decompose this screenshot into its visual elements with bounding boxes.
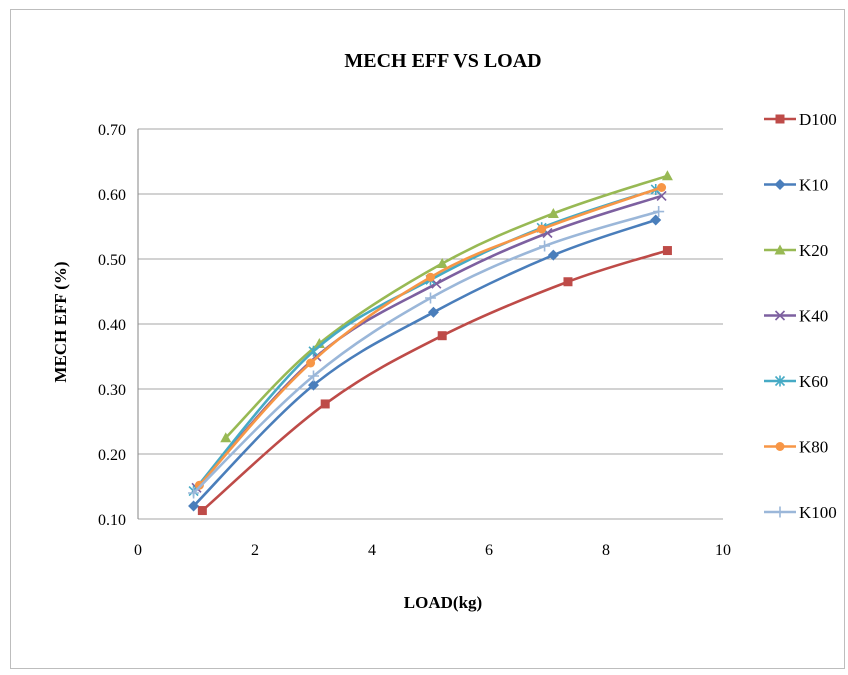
legend-marker — [775, 442, 785, 451]
chart-title: MECH EFF VS LOAD — [344, 50, 541, 72]
legend-label: K60 — [799, 372, 828, 391]
y-tick-label: 0.30 — [98, 382, 126, 399]
legend-item-k20: K20 — [764, 241, 828, 260]
data-point — [661, 170, 673, 181]
legend-marker — [774, 506, 786, 518]
legend-item-k40: K40 — [764, 307, 828, 326]
data-point — [547, 249, 559, 261]
chart-svg: 0.10 0.20 0.30 0.40 0.50 0.60 0.70 0 2 4 6 8 10 D100… — [51, 50, 837, 612]
data-point — [431, 278, 442, 289]
series-line — [201, 249, 668, 512]
legend-label: K40 — [799, 307, 828, 326]
legend-label: D100 — [799, 110, 837, 129]
data-point — [662, 246, 672, 256]
legend-label: K100 — [799, 503, 837, 522]
legend-item-k80: K80 — [764, 438, 828, 457]
legend-marker — [775, 114, 785, 124]
series-line — [192, 210, 660, 494]
x-tick-label: 4 — [368, 542, 376, 559]
legend-marker — [774, 179, 786, 190]
data-point — [220, 432, 232, 443]
legend-item-d100: D100 — [764, 110, 837, 129]
series-k80 — [194, 183, 667, 490]
data-point — [308, 379, 319, 391]
legend-marker — [774, 375, 786, 387]
data-point — [188, 500, 200, 512]
legend-marker — [774, 310, 786, 321]
legend-item-k100: K100 — [764, 503, 837, 522]
data-point — [426, 272, 435, 282]
x-axis-title: LOAD(kg) — [404, 593, 482, 612]
data-point — [308, 345, 319, 357]
series-line — [198, 186, 663, 487]
legend: D100 K10 K20 K40 K60 K80 K100 — [764, 110, 837, 522]
axes: 0.10 0.20 0.30 0.40 0.50 0.60 0.70 0 2 4 6 8 10 — [98, 122, 731, 559]
data-point — [657, 183, 667, 192]
y-tick-label: 0.20 — [98, 447, 126, 464]
data-point — [306, 358, 316, 368]
data-point — [437, 331, 447, 341]
legend-label: K10 — [799, 176, 828, 195]
data-point — [563, 277, 573, 287]
data-point — [436, 258, 448, 269]
data-point — [188, 487, 200, 499]
series-d100 — [197, 246, 672, 516]
series-k20 — [220, 170, 673, 443]
data-point — [537, 224, 547, 234]
data-point — [539, 240, 551, 252]
chart-area: 0.10 0.20 0.30 0.40 0.50 0.60 0.70 0 2 4 6 8 10 D100… — [10, 9, 845, 669]
y-tick-label: 0.70 — [98, 122, 126, 139]
gridlines — [138, 128, 723, 520]
y-tick-label: 0.10 — [98, 512, 126, 529]
legend-item-k60: K60 — [764, 372, 828, 391]
x-tick-label: 2 — [251, 542, 259, 559]
legend-marker — [774, 244, 786, 255]
plot-series — [188, 170, 673, 516]
y-tick-label: 0.40 — [98, 317, 126, 334]
data-point — [425, 292, 436, 304]
legend-label: K80 — [799, 438, 828, 457]
y-tick-label: 0.50 — [98, 252, 126, 269]
legend-item-k10: K10 — [764, 176, 828, 195]
data-point — [427, 306, 439, 318]
x-tick-label: 8 — [602, 542, 610, 559]
series-line — [192, 188, 657, 492]
data-point — [320, 399, 330, 409]
data-point — [308, 370, 319, 382]
data-point — [653, 206, 665, 218]
legend-label: K20 — [799, 241, 828, 260]
y-tick-label: 0.60 — [98, 187, 126, 204]
series-line — [192, 218, 657, 507]
series-k10 — [188, 214, 662, 512]
data-point — [197, 506, 207, 516]
data-point — [194, 480, 204, 490]
series-k100 — [188, 206, 665, 499]
data-point — [650, 214, 662, 226]
y-axis-title: MECH EFF (%) — [51, 261, 70, 382]
x-tick-label: 10 — [715, 542, 731, 559]
x-tick-label: 6 — [485, 542, 493, 559]
x-tick-label: 0 — [134, 542, 142, 559]
data-point — [547, 208, 559, 218]
